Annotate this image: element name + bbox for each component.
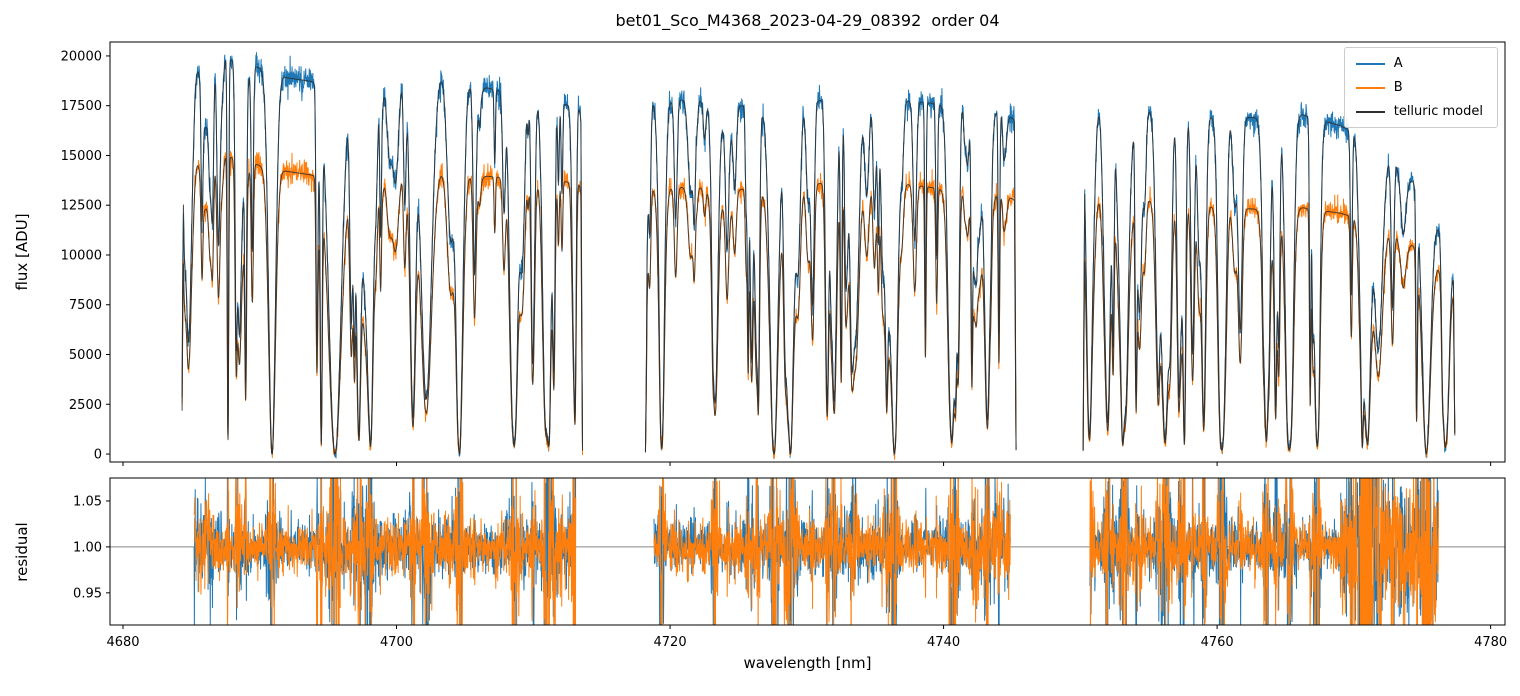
legend-entry-b: B	[1355, 80, 1483, 95]
residual-axis-label: residual	[13, 522, 31, 582]
legend-label: A	[1393, 56, 1403, 71]
figure-title: bet01_Sco_M4368_2023-04-29_08392 order 0…	[615, 11, 1000, 30]
legend-label: telluric model	[1393, 104, 1483, 119]
wavelength-axis-label: wavelength [nm]	[743, 654, 872, 672]
legend-line-swatch	[1355, 62, 1385, 65]
legend-entry-a: A	[1355, 56, 1483, 71]
flux-axis-label: flux [ADU]	[13, 213, 31, 291]
legend-entry-telluric-model: telluric model	[1355, 104, 1483, 119]
legend-label: B	[1393, 80, 1403, 95]
legend-line-swatch	[1355, 110, 1385, 113]
legend-line-swatch	[1355, 86, 1385, 89]
